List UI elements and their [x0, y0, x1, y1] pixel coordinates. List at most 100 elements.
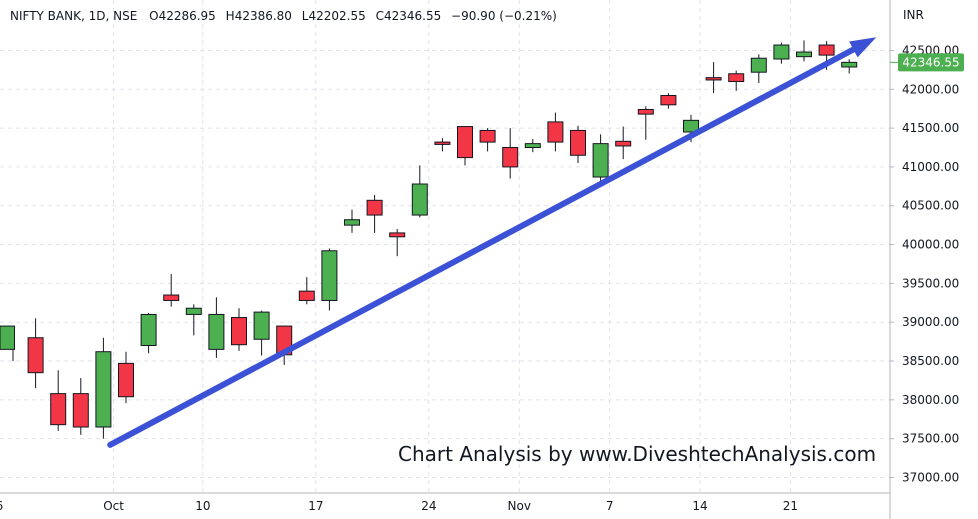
- candle-body-down: [72, 393, 89, 428]
- candle-body-down: [660, 94, 677, 106]
- candle: [118, 351, 134, 403]
- candle-body-down: [163, 294, 180, 301]
- trendline-arrow-shaft: [107, 46, 857, 448]
- candle-body-down: [366, 199, 383, 216]
- candle-body-down: [27, 337, 44, 374]
- candle-body-down: [389, 232, 406, 238]
- candle-body-down: [728, 73, 745, 83]
- open-label: O: [149, 9, 158, 23]
- price-tick-label: 42000.00: [902, 82, 959, 96]
- candle: [253, 310, 270, 356]
- candle-body-up: [208, 313, 225, 350]
- currency-label: INR: [903, 8, 924, 22]
- candle-body-down: [50, 393, 67, 426]
- time-tick-label: Oct: [103, 499, 124, 513]
- candle: [185, 304, 202, 336]
- candle: [547, 112, 564, 152]
- candle: [276, 325, 293, 365]
- candle: [524, 138, 541, 153]
- price-axis[interactable]: 37000.00 37500.00 38000.00 38500.00 39000.00…: [890, 43, 959, 484]
- candle-body-up: [796, 51, 812, 58]
- candle: [637, 106, 654, 140]
- candle: [705, 62, 722, 94]
- grid: [0, 0, 890, 493]
- trendline: [107, 37, 877, 448]
- candle-body-up: [841, 61, 858, 68]
- candle: [457, 126, 473, 166]
- last-price-tag: 42346.55: [898, 53, 964, 72]
- time-tick-label: 14: [692, 499, 707, 513]
- candle: [411, 165, 428, 218]
- candle-body-down: [434, 141, 451, 145]
- price-tick-label: 41000.00: [902, 160, 959, 174]
- candle: [321, 248, 338, 311]
- candle-body-down: [818, 44, 835, 56]
- candle-body-up: [253, 311, 270, 340]
- high-value: 42386.80: [235, 9, 292, 23]
- candle: [27, 318, 44, 389]
- candle: [773, 42, 790, 64]
- candle: [728, 70, 745, 91]
- time-tick-label: 21: [783, 499, 798, 513]
- price-tick-label: 37000.00: [902, 470, 959, 484]
- candle-body-down: [570, 129, 586, 156]
- candle-body-up: [185, 307, 202, 315]
- price-tick-label: 38000.00: [902, 393, 959, 407]
- last-price-value: 42346.55: [902, 55, 959, 69]
- change-value: −90.90 (−0.21%): [451, 9, 557, 23]
- candle: [796, 40, 812, 62]
- candle: [479, 128, 496, 152]
- candle-body-up: [321, 250, 338, 301]
- high-label: H: [226, 9, 235, 23]
- candle-body-up: [95, 351, 112, 428]
- candle-body-up: [140, 313, 157, 346]
- candle-body-down: [118, 362, 134, 398]
- candle-body-up: [344, 219, 360, 226]
- time-tick-label: 10: [195, 499, 210, 513]
- price-tick-label: 40000.00: [902, 238, 959, 252]
- candle: [366, 194, 383, 233]
- low-value: 42202.55: [308, 9, 365, 23]
- candle: [72, 378, 89, 435]
- candle: [434, 138, 451, 152]
- time-tick-label: 6: [0, 499, 3, 513]
- close-label: C: [376, 9, 384, 23]
- candle: [615, 126, 632, 160]
- time-tick-label: 17: [308, 499, 323, 513]
- candle-body-down: [705, 77, 722, 81]
- candle: [389, 229, 406, 257]
- candle-body-down: [457, 126, 473, 159]
- candle: [570, 125, 586, 164]
- last-price-tag-bg: [898, 53, 964, 72]
- candle-body-down: [502, 147, 519, 168]
- candle-body-down: [547, 121, 564, 143]
- candle-body-down: [231, 317, 247, 346]
- candle: [231, 308, 247, 351]
- price-tick-label: 41500.00: [902, 121, 959, 135]
- price-tick-label: 39500.00: [902, 276, 959, 290]
- time-tick-label: 24: [421, 499, 436, 513]
- price-tick-label: 37500.00: [902, 432, 959, 446]
- candle: [660, 93, 677, 109]
- candle-body-down: [615, 140, 632, 147]
- symbol-label: NIFTY BANK, 1D, NSE: [10, 9, 137, 23]
- candle: [140, 312, 157, 354]
- candle-body-up: [683, 119, 699, 133]
- time-axis[interactable]: 6 Oct 10 17 24 Nov 7 14 21: [0, 499, 798, 513]
- candle: [163, 274, 180, 307]
- time-tick-label: Nov: [508, 499, 531, 513]
- close-value: 42346.55: [384, 9, 441, 23]
- candle-body-up: [750, 57, 767, 73]
- watermark-text: Chart Analysis by www.DiveshtechAnalysis…: [398, 442, 876, 466]
- low-label: L: [302, 9, 309, 23]
- candle-body-up: [592, 143, 609, 178]
- candle-body-up: [773, 44, 790, 60]
- candle-body-down: [637, 108, 654, 115]
- candles: [0, 40, 858, 439]
- candle: [0, 325, 15, 362]
- price-tick-label: 38500.00: [902, 354, 959, 368]
- candle: [298, 277, 315, 305]
- candle-body-down: [479, 129, 496, 143]
